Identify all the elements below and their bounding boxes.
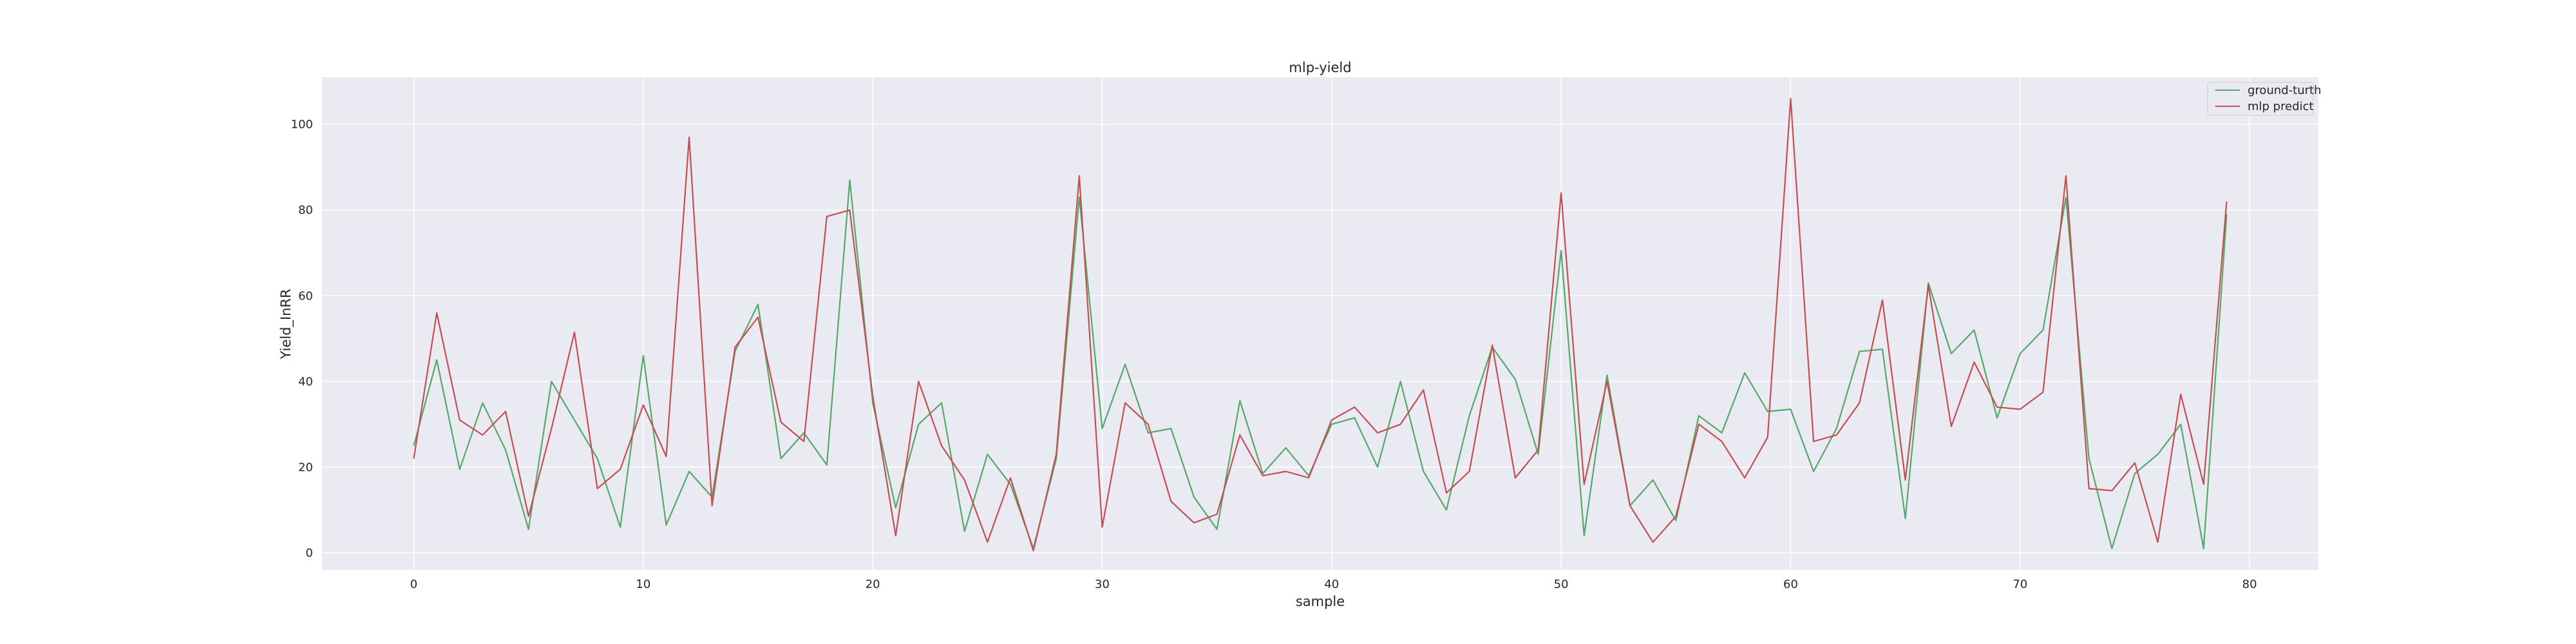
x-tick-label: 60 [1783,578,1798,591]
legend: ground-turth mlp predict [2207,82,2322,116]
plot-area [322,77,2318,570]
x-tick-label: 50 [1554,578,1569,591]
x-tick-label: 0 [410,578,417,591]
x-tick-label: 40 [1324,578,1339,591]
x-tick-label: 80 [2242,578,2257,591]
y-tick-label: 20 [298,460,313,474]
y-tick-label: 0 [306,546,313,560]
series-lines [413,98,2228,552]
x-tick-label: 20 [866,578,880,591]
y-tick-label: 80 [298,204,313,217]
y-axis-label: Yield_InRR [278,289,294,359]
legend-label-ground-turth: ground-turth [2248,84,2322,97]
x-tick-label: 70 [2012,578,2027,591]
y-tick-labels: 0 20 40 60 80 100 [291,118,313,560]
x-axis-label: sample [1296,594,1345,609]
x-tick-labels: 0 10 20 30 40 50 60 70 80 [410,578,2257,591]
x-tick-label: 10 [636,578,650,591]
y-tick-label: 40 [298,375,313,388]
y-tick-label: 100 [291,118,313,131]
chart-title: mlp-yield [1289,60,1351,75]
legend-label-mlp-predict: mlp predict [2248,100,2314,113]
series-line-mlp-predict [413,98,2228,552]
y-tick-label: 60 [298,289,313,303]
grid-lines [322,77,2318,570]
x-tick-label: 30 [1095,578,1110,591]
